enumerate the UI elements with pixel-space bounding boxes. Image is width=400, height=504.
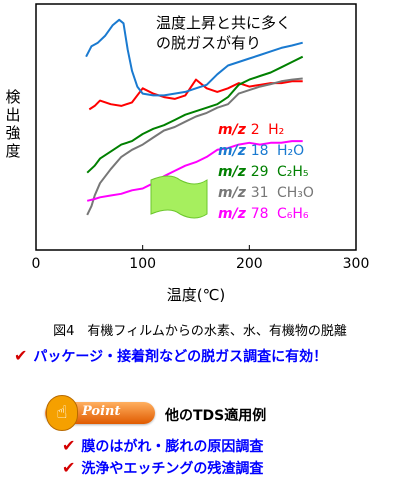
check-icon: ✔ [62,436,76,455]
series-line-4 [86,77,303,216]
series-line-5 [86,140,303,202]
legend-entry: m/z 18 H₂O [218,143,304,159]
series-line-1 [88,78,303,111]
x-axis-label: 温度(℃) [167,286,226,304]
figure-caption: 図4 有機フィルムからの水素、水、有機物の脱離 [53,324,347,339]
legend-entry: m/z 31 CH₃O [218,185,314,201]
tds-chart: 0 100 200 300 温度上昇と共に多く の脱ガスが有り m/z 2 H₂ m/z… [32,3,370,304]
x-tick-label: 200 [236,256,263,272]
list-item: ✔ 膜のはがれ・膨れの原因調査 [62,436,264,455]
series-line-2 [85,18,303,97]
legend-entry: m/z 29 C₂H₅ [218,164,309,180]
check-icon: ✔ [62,458,76,477]
highlight-swatch [150,175,208,219]
x-tick-label: 300 [343,256,370,272]
annotation-line-1: 温度上昇と共に多く [156,14,291,32]
application-list: ✔ 膜のはがれ・膨れの原因調査 ✔ 洗浄やエッチングの残渣調査 [62,436,263,480]
point-badge-label: Point [82,404,121,419]
note-text: パッケージ・接着剤などの脱ガス調査に有効！ [33,349,328,365]
series-line-3 [86,55,304,174]
check-icon: ✔ [14,346,28,365]
point-title: 他のTDS適用例 [165,408,267,424]
y-axis-label: 検出強度 [5,88,21,160]
note: ✔ パッケージ・接着剤などの脱ガス調査に有効！ [14,346,400,366]
legend-entry: m/z 78 C₆H₆ [218,206,309,222]
x-tick-label: 100 [129,256,156,272]
x-tick-label: 0 [32,256,41,272]
annotation-line-2: の脱ガスが有り [156,34,261,52]
legend-entry: m/z 2 H₂ [218,122,284,138]
list-item: ✔ 洗浄やエッチングの残渣調査 [62,458,264,477]
pointing-hand-icon: ☝ [46,395,78,431]
